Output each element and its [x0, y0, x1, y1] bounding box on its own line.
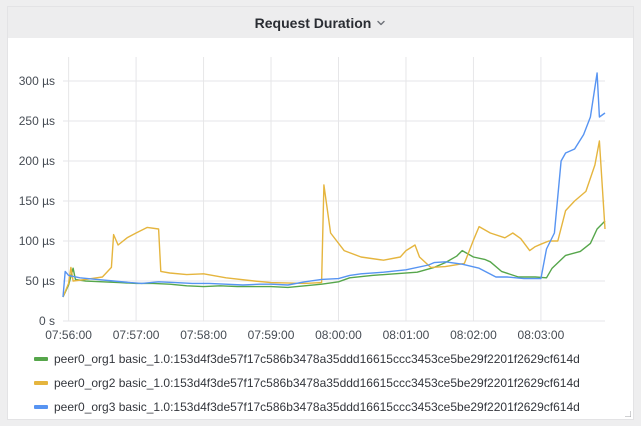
x-tick-label: 08:02:00: [450, 328, 497, 342]
series-line-3: [62, 72, 606, 298]
legend-item[interactable]: peer0_org3 basic_1.0:153d4f3de57f17c586b…: [34, 395, 580, 419]
legend-label[interactable]: peer0_org2 basic_1.0:153d4f3de57f17c586b…: [54, 376, 580, 390]
chevron-down-icon[interactable]: [376, 18, 386, 28]
legend-item[interactable]: peer0_org2 basic_1.0:153d4f3de57f17c586b…: [34, 371, 580, 395]
x-tick-label: 07:56:00: [45, 328, 92, 342]
legend-swatch: [34, 381, 48, 385]
x-tick-label: 07:59:00: [248, 328, 295, 342]
y-tick-label: 300 µs: [19, 74, 55, 88]
x-tick-label: 07:57:00: [113, 328, 160, 342]
x-tick-label: 08:03:00: [518, 328, 565, 342]
legend-swatch: [34, 357, 48, 361]
y-tick-label: 0 s: [39, 314, 55, 328]
x-tick-label: 08:00:00: [315, 328, 362, 342]
resize-handle-icon[interactable]: [625, 411, 631, 417]
legend: peer0_org1 basic_1.0:153d4f3de57f17c586b…: [34, 347, 580, 419]
legend-swatch: [34, 405, 48, 409]
y-tick-label: 250 µs: [19, 114, 55, 128]
series-line-1: [62, 220, 606, 298]
legend-label[interactable]: peer0_org3 basic_1.0:153d4f3de57f17c586b…: [54, 400, 580, 414]
y-tick-label: 50 µs: [25, 274, 55, 288]
legend-item[interactable]: peer0_org1 basic_1.0:153d4f3de57f17c586b…: [34, 347, 580, 371]
y-tick-label: 100 µs: [19, 234, 55, 248]
y-tick-label: 200 µs: [19, 154, 55, 168]
series-line-2: [62, 140, 606, 298]
x-tick-label: 07:58:00: [180, 328, 227, 342]
legend-label[interactable]: peer0_org1 basic_1.0:153d4f3de57f17c586b…: [54, 352, 580, 366]
panel: Request Duration 0 s 50 µs 100 µs 150 µs 200…: [7, 6, 634, 420]
line-chart: 0 s 50 µs 100 µs 150 µs 200 µs 250 µs 300 µs 07…: [19, 57, 606, 342]
y-tick-label: 150 µs: [19, 194, 55, 208]
panel-header[interactable]: Request Duration: [8, 7, 633, 38]
panel-title[interactable]: Request Duration: [254, 14, 372, 31]
x-tick-label: 08:01:00: [383, 328, 430, 342]
